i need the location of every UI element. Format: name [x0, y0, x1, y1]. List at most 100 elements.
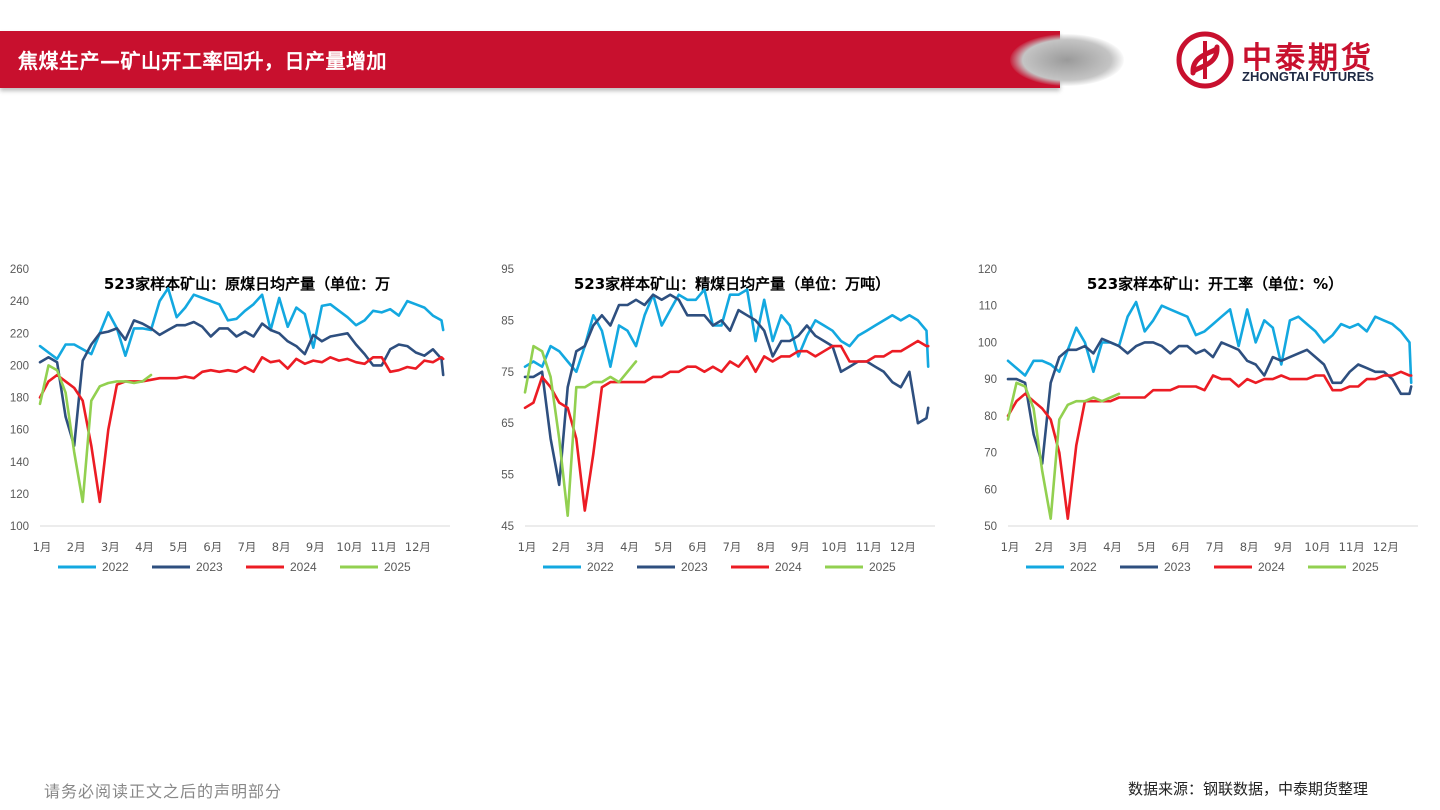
chart-title: 523家样本矿山：原煤日均产量（单位：万	[104, 275, 390, 293]
series-line-2024	[523, 339, 930, 512]
legend-label-2023: 2023	[196, 560, 223, 574]
x-tick-label: 8月	[272, 540, 291, 554]
x-tick-label: 4月	[135, 540, 154, 554]
legend-label-2023: 2023	[1164, 560, 1191, 574]
y-tick-label: 120	[978, 264, 997, 276]
y-tick-label: 260	[10, 264, 29, 276]
chart-raw-coal: 523家样本矿山：原煤日均产量（单位：万 100 120 140 160 180 200 22…	[0, 255, 450, 585]
legend-label-2023: 2023	[681, 560, 708, 574]
x-tick-label: 8月	[1240, 540, 1259, 554]
y-tick-label: 120	[10, 489, 29, 501]
y-tick-label: 240	[10, 296, 29, 308]
x-tick-label: 3月	[1069, 540, 1088, 554]
y-tick-label: 140	[10, 457, 29, 469]
y-tick-label: 220	[10, 328, 29, 340]
x-tick-label: 2月	[1035, 540, 1054, 554]
y-tick-label: 180	[10, 393, 29, 405]
x-tick-label: 11月	[856, 540, 882, 554]
x-tick-label: 9月	[1274, 540, 1293, 554]
x-tick-label: 11月	[371, 540, 397, 554]
x-tick-label: 10月	[336, 540, 362, 554]
x-tick-label: 2月	[552, 540, 571, 554]
legend-label-2022: 2022	[102, 560, 129, 574]
legend-label-2025: 2025	[1352, 560, 1379, 574]
y-tick-label: 60	[984, 484, 997, 496]
data-source-text: 数据来源：钢联数据，中泰期货整理	[1128, 780, 1369, 798]
legend-label-2022: 2022	[1070, 560, 1097, 574]
disclaimer-text: 请务必阅读正文之后的声明部分	[44, 782, 283, 801]
x-tick-label: 7月	[238, 540, 257, 554]
legend-label-2025: 2025	[869, 560, 896, 574]
series-line-2022	[523, 288, 930, 374]
chart-title: 523家样本矿山：开工率（单位：%）	[1087, 275, 1343, 293]
chart-operating-rate: 523家样本矿山：开工率（单位：%） 50 60 70 80 90 100 110 120 1月 2…	[968, 255, 1418, 585]
x-tick-label: 1月	[33, 540, 52, 554]
y-tick-label: 70	[984, 448, 997, 460]
x-tick-label: 1月	[518, 540, 537, 554]
y-tick-label: 200	[10, 360, 29, 372]
y-tick-label: 110	[979, 301, 997, 313]
x-tick-label: 3月	[101, 540, 120, 554]
y-tick-label: 65	[501, 418, 514, 430]
legend-label-2024: 2024	[775, 560, 802, 574]
logo-name-cn: 中泰期货	[1242, 41, 1374, 76]
y-tick-label: 100	[10, 521, 29, 533]
y-tick-label: 160	[10, 425, 29, 437]
logo-name-en: ZHONGTAI FUTURES	[1242, 69, 1374, 84]
x-tick-label: 9月	[306, 540, 325, 554]
x-tick-label: 9月	[791, 540, 810, 554]
legend-label-2024: 2024	[290, 560, 317, 574]
x-tick-label: 5月	[1137, 540, 1156, 554]
chart-svg: 523家样本矿山：开工率（单位：%） 50 60 70 80 90 100 110 120 1月 2…	[978, 264, 1418, 574]
brand-logo: 中泰期货 ZHONGTAI FUTURES	[1176, 31, 1396, 89]
x-tick-label: 12月	[890, 540, 916, 554]
series-line-2025	[1006, 381, 1121, 521]
x-tick-label: 6月	[688, 540, 707, 554]
banner-shadow-decoration	[1010, 34, 1124, 86]
zhongtai-logo-icon	[1176, 31, 1234, 89]
series-line-2023	[38, 319, 445, 447]
x-tick-label: 12月	[405, 540, 431, 554]
y-tick-label: 45	[501, 521, 514, 533]
series-line-2024	[38, 356, 445, 504]
y-tick-label: 95	[501, 264, 514, 276]
chart-title: 523家样本矿山：精煤日均产量（单位：万吨）	[574, 275, 890, 293]
y-tick-label: 80	[984, 411, 997, 423]
x-tick-label: 5月	[169, 540, 188, 554]
chart-clean-coal: 523家样本矿山：精煤日均产量（单位：万吨） 45 55 65 75 85 95 1月 2月 3月…	[485, 255, 935, 585]
x-tick-label: 5月	[654, 540, 673, 554]
chart-svg: 523家样本矿山：原煤日均产量（单位：万 100 120 140 160 180 200 22…	[10, 264, 450, 574]
x-tick-label: 6月	[1171, 540, 1190, 554]
x-tick-label: 7月	[1206, 540, 1225, 554]
chart-svg: 523家样本矿山：精煤日均产量（单位：万吨） 45 55 65 75 85 95 1月 2月 3月…	[501, 264, 935, 574]
series-line-2022	[1006, 300, 1413, 385]
x-tick-label: 8月	[757, 540, 776, 554]
page-title: 焦煤生产—矿山开工率回升，日产量增加	[18, 49, 387, 73]
title-banner: 焦煤生产—矿山开工率回升，日产量增加	[0, 31, 1060, 88]
x-tick-label: 4月	[1103, 540, 1122, 554]
x-tick-label: 10月	[821, 540, 847, 554]
y-tick-label: 55	[501, 470, 514, 482]
x-tick-label: 10月	[1304, 540, 1330, 554]
series-line-2022	[38, 286, 445, 361]
legend-label-2024: 2024	[1258, 560, 1285, 574]
series-line-2023	[1006, 337, 1413, 465]
y-tick-label: 50	[984, 521, 997, 533]
legend-label-2025: 2025	[384, 560, 411, 574]
series-line-2024	[1006, 370, 1413, 521]
x-tick-label: 6月	[203, 540, 222, 554]
series-line-2025	[38, 364, 153, 504]
y-tick-label: 100	[978, 337, 997, 349]
series-line-2025	[523, 344, 638, 518]
x-tick-label: 2月	[67, 540, 86, 554]
x-tick-label: 1月	[1001, 540, 1020, 554]
x-tick-label: 11月	[1339, 540, 1365, 554]
y-tick-label: 75	[501, 367, 514, 379]
x-tick-label: 3月	[586, 540, 605, 554]
series-line-2023	[523, 293, 930, 487]
x-tick-label: 7月	[723, 540, 742, 554]
y-tick-label: 90	[984, 374, 997, 386]
legend-label-2022: 2022	[587, 560, 614, 574]
x-tick-label: 4月	[620, 540, 639, 554]
y-tick-label: 85	[501, 315, 514, 327]
